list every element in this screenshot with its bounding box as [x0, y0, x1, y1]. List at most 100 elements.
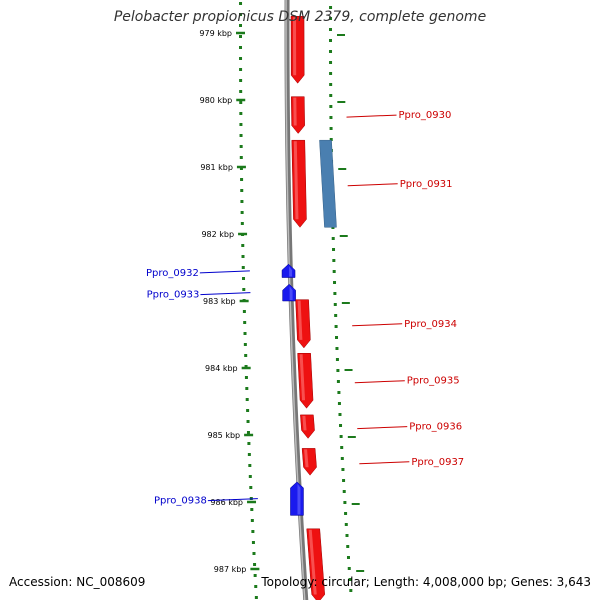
gene-arrow-forward[interactable] — [291, 139, 307, 228]
scale-dot — [239, 57, 243, 60]
gene-arrow-shine — [293, 97, 297, 126]
gene-arrow-forward[interactable] — [295, 299, 311, 349]
gene-label-leader — [207, 498, 258, 502]
scale-dot — [329, 17, 333, 20]
scale-dot — [244, 354, 248, 357]
scale-dot — [343, 501, 347, 504]
scale-tick-label: 983 kbp — [203, 297, 236, 306]
scale-dot — [333, 303, 337, 306]
scale-dot — [345, 534, 349, 537]
scale-dot — [329, 94, 333, 97]
gene-label[interactable]: Ppro_0935 — [407, 376, 460, 387]
gene-label-leader — [354, 380, 405, 384]
gene-arrow-forward[interactable] — [301, 448, 317, 476]
scale-dot — [347, 567, 351, 570]
scale-dot — [329, 105, 333, 108]
scale-dot — [253, 574, 257, 577]
scale-dot — [240, 200, 244, 203]
scale-dot — [348, 578, 352, 581]
scale-tick-label: 979 kbp — [199, 29, 232, 38]
gene-label[interactable]: Ppro_0932 — [146, 268, 199, 279]
scale-dot — [329, 83, 333, 86]
scale-dot — [338, 413, 342, 416]
scale-dot — [239, 123, 243, 126]
scale-dot — [251, 541, 255, 544]
scale-dot — [239, 2, 243, 5]
gene-arrow-reverse[interactable] — [282, 283, 296, 302]
scale-dot — [243, 321, 247, 324]
gene-arrow-shine — [289, 286, 293, 300]
scale-dot — [332, 259, 336, 262]
scale-dot — [250, 519, 254, 522]
scale-dot — [245, 398, 249, 401]
gene-label-leader — [200, 292, 251, 296]
scale-dot — [239, 13, 243, 16]
scale-dot — [337, 391, 341, 394]
scale-dot — [329, 6, 333, 9]
scale-dot — [246, 420, 250, 423]
scale-dot — [248, 464, 252, 467]
gene-label[interactable]: Ppro_0934 — [404, 319, 457, 330]
gene-label[interactable]: Ppro_0933 — [147, 290, 200, 301]
scale-dot — [239, 79, 243, 82]
scale-dot — [239, 112, 243, 115]
scale-dot — [340, 446, 344, 449]
scale-dot — [247, 453, 251, 456]
scale-dot — [252, 552, 256, 555]
gene-arrow-shine — [297, 483, 301, 515]
scale-dot — [247, 442, 251, 445]
scale-dot — [349, 589, 353, 592]
scale-dot — [244, 376, 248, 379]
gene-label[interactable]: Ppro_0930 — [399, 110, 452, 121]
scale-dot — [242, 277, 246, 280]
scale-dot — [333, 292, 337, 295]
scale-dot — [329, 61, 333, 64]
accession-text: Accession: NC_008609 — [9, 575, 146, 589]
scale-dot — [239, 35, 243, 38]
scale-dot — [333, 281, 337, 284]
gene-arrow-forward[interactable] — [290, 16, 305, 84]
scale-dot — [339, 424, 343, 427]
gene-label[interactable]: Ppro_0931 — [400, 179, 453, 190]
genome-summary-text: Topology: circular; Length: 4,008,000 bp… — [261, 575, 591, 589]
scale-dot — [346, 556, 350, 559]
gene-arrow-reverse[interactable] — [290, 481, 304, 516]
scale-dot — [239, 101, 243, 104]
gene-label[interactable]: Ppro_0937 — [411, 457, 464, 468]
gene-label-leader — [357, 426, 408, 430]
scale-dot — [239, 68, 243, 71]
gene-label[interactable]: Ppro_0936 — [409, 422, 462, 433]
feature-block[interactable] — [319, 139, 337, 228]
scale-dot — [334, 314, 338, 317]
scale-dot — [332, 248, 336, 251]
scale-dot — [239, 145, 243, 148]
scale-dot — [329, 138, 333, 141]
scale-dot — [250, 508, 254, 511]
gene-arrow-shine — [293, 17, 297, 76]
gene-label[interactable]: Ppro_0938 — [154, 496, 207, 507]
gene-arrow-shine — [302, 415, 307, 431]
gene-label-leader — [199, 270, 250, 274]
scale-dot — [329, 116, 333, 119]
scale-dot — [344, 523, 348, 526]
gene-arrow-shine — [308, 529, 317, 595]
scale-dot — [334, 325, 338, 328]
gene-arrow-reverse[interactable] — [281, 263, 296, 278]
scale-dot — [244, 365, 248, 368]
scale-dot — [342, 490, 346, 493]
scale-dot — [240, 222, 244, 225]
gene-arrow-shine — [299, 354, 306, 401]
scale-dot — [329, 50, 333, 53]
scale-dot — [340, 457, 344, 460]
gene-arrow-forward[interactable] — [297, 353, 314, 409]
gene-label-leader — [346, 114, 397, 118]
scale-dot — [254, 585, 258, 588]
scale-dot — [335, 358, 339, 361]
scale-dot — [346, 545, 350, 548]
gene-arrow-forward[interactable] — [291, 96, 305, 134]
scale-dot — [341, 468, 345, 471]
scale-dot — [239, 156, 243, 159]
gene-arrow-forward[interactable] — [300, 414, 315, 439]
